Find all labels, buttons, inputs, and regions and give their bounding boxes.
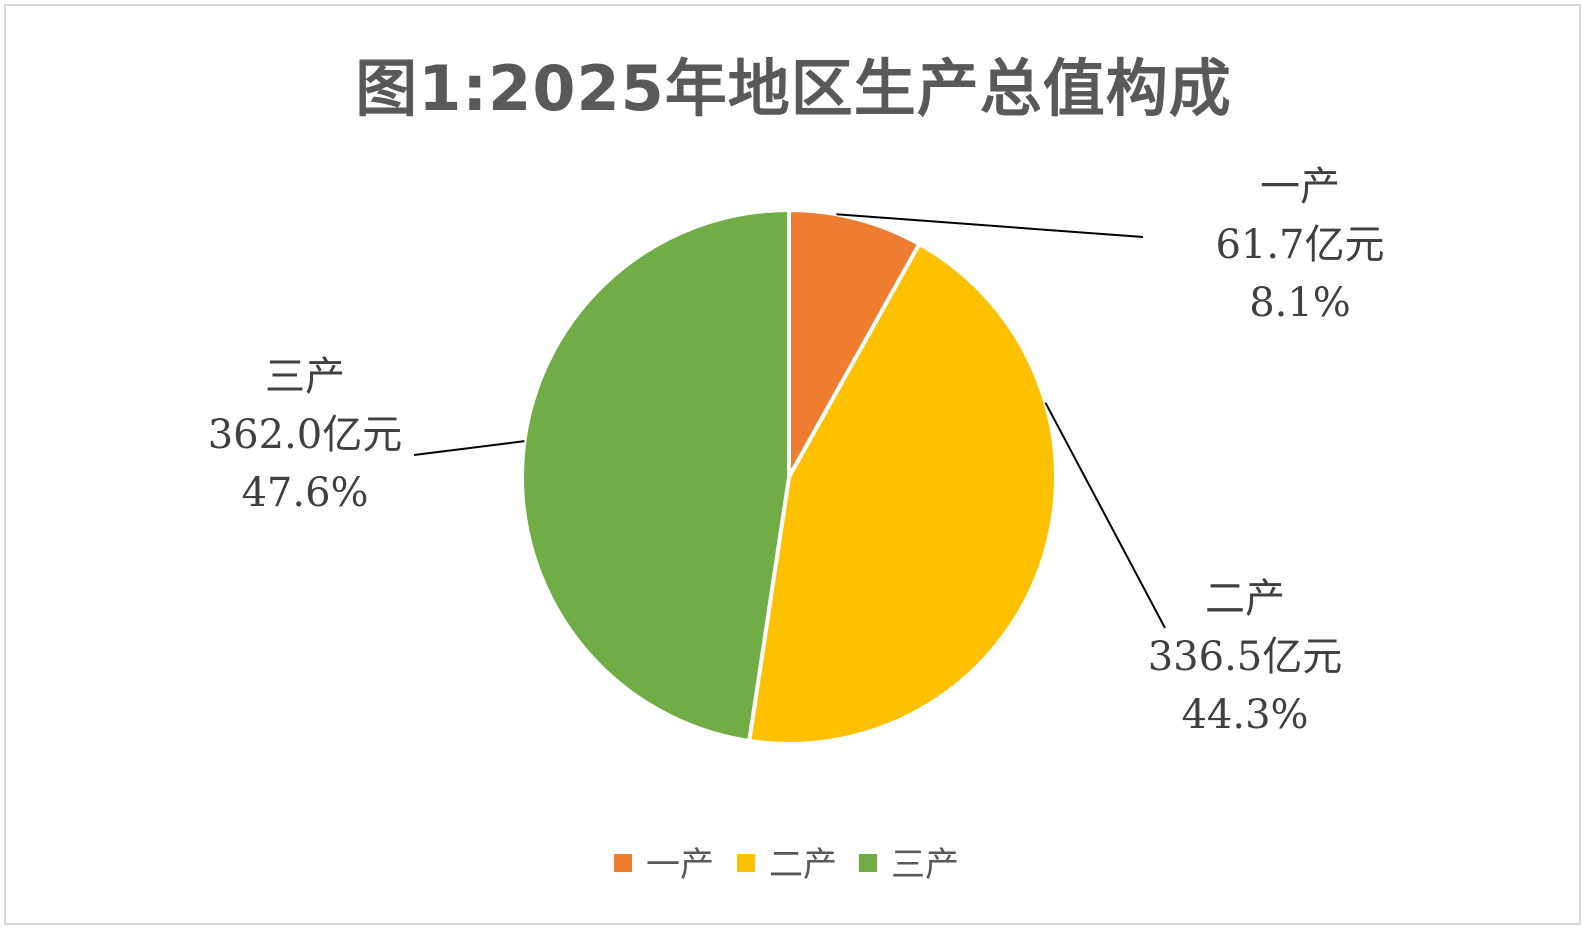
leader-line-1 [836,213,1144,238]
legend-label-2: 二产 [769,845,837,885]
data-label-value-2: 336.5亿元 [1148,634,1343,680]
data-label-percent-1: 8.1% [1249,280,1351,326]
pie-slice-1 [787,208,922,479]
pie-slice-3 [519,208,791,744]
chart-title: 图1:2025年地区生产总值构成 [355,52,1232,125]
legend-swatch-2 [737,854,755,872]
legend-swatch-3 [859,854,877,872]
legend-label-1: 一产 [646,845,714,885]
data-label-percent-2: 44.3% [1181,692,1308,738]
data-labels: 一产 61.7亿元 8.1% 二产 336.5亿元 44.3% 三产 362.0亿元 47.6% [208,164,1385,738]
legend: 一产 二产 三产 [614,845,959,885]
pie-slice-2 [747,241,1058,746]
legend-label-3: 三产 [891,845,959,885]
legend-swatch-1 [614,854,632,872]
data-label-value-3: 362.0亿元 [208,412,403,458]
data-label-value-1: 61.7亿元 [1215,222,1384,268]
data-label-name-3: 三产 [265,354,345,400]
leader-line-2 [1044,402,1166,629]
data-label-percent-3: 47.6% [241,470,368,516]
leader-line-3 [413,440,525,456]
data-label-name-1: 一产 [1260,164,1340,210]
pie-slices [519,208,1058,746]
data-label-name-2: 二产 [1205,576,1285,622]
leader-lines [413,213,1166,629]
